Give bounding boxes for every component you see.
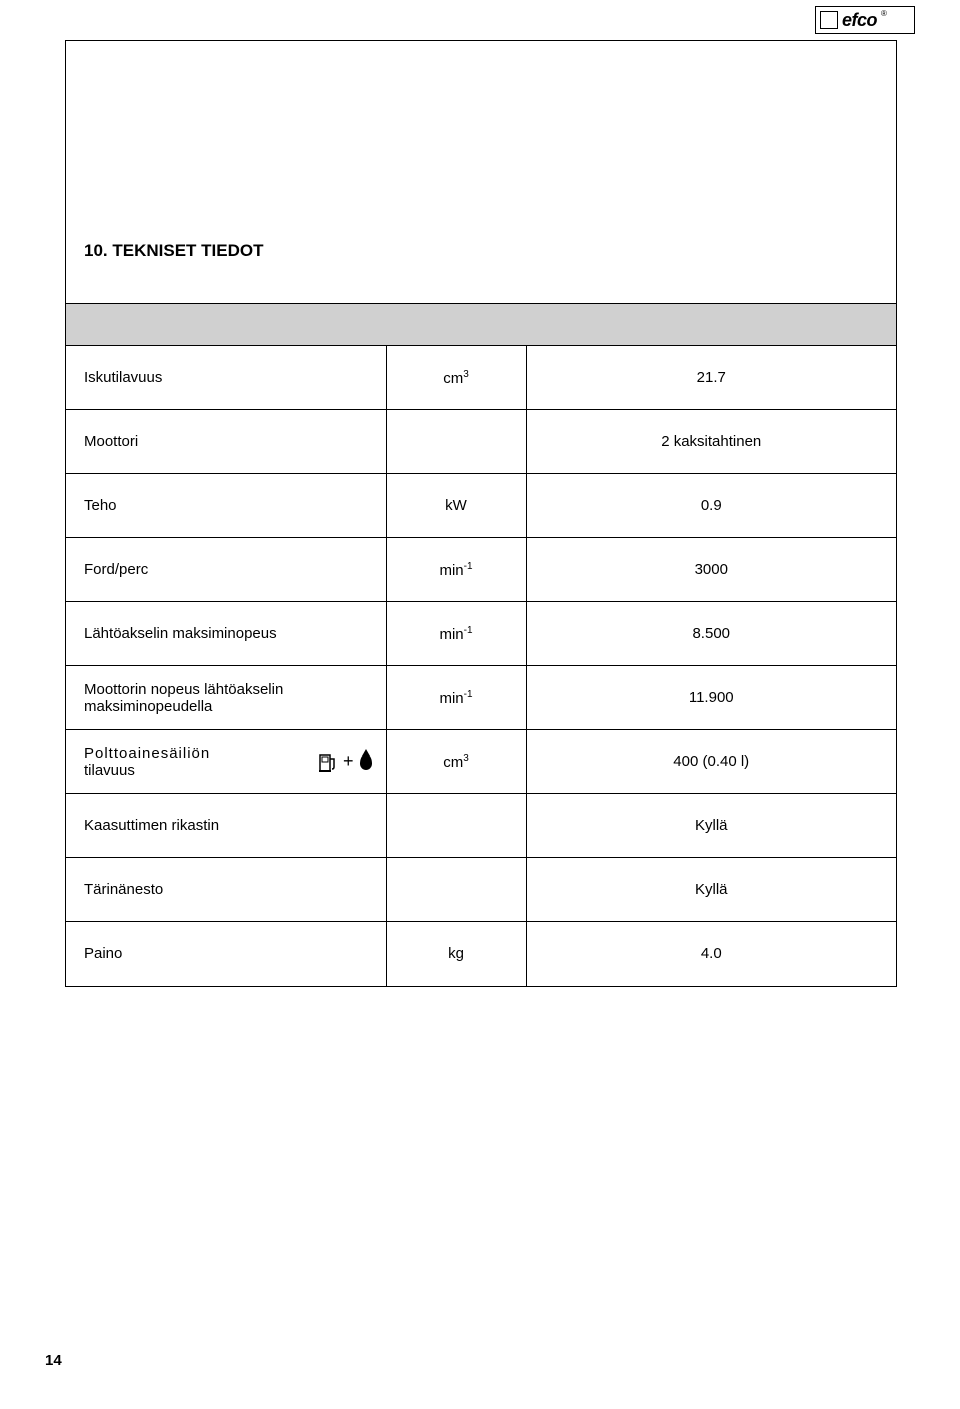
table-row: Tärinänesto Kyllä	[66, 858, 896, 922]
spec-label: Paino	[66, 922, 386, 986]
spec-unit: min-1	[386, 538, 526, 602]
specs-table: Iskutilavuus cm3 21.7 Moottori 2 kaksita…	[66, 303, 896, 986]
spec-value: Kyllä	[526, 794, 896, 858]
spec-label: Iskutilavuus	[66, 346, 386, 410]
spec-unit	[386, 794, 526, 858]
spec-unit	[386, 858, 526, 922]
table-header-spacer	[66, 304, 896, 346]
spec-value: 400 (0.40 l)	[526, 730, 896, 794]
content-frame: 10. TEKNISET TIEDOT Iskutilavuus cm3 21.…	[65, 40, 897, 987]
spec-value: Kyllä	[526, 858, 896, 922]
table-row: Ford/perc min-1 3000	[66, 538, 896, 602]
spec-value: 11.900	[526, 666, 896, 730]
spec-value: 3000	[526, 538, 896, 602]
spec-label: Ford/perc	[66, 538, 386, 602]
spec-label: Lähtöakselin maksiminopeus	[66, 602, 386, 666]
table-row: Moottori 2 kaksitahtinen	[66, 410, 896, 474]
table-row: Lähtöakselin maksiminopeus min-1 8.500	[66, 602, 896, 666]
table-row: Teho kW 0.9	[66, 474, 896, 538]
spec-unit: min-1	[386, 666, 526, 730]
brand-mark-icon	[820, 11, 838, 29]
spec-label: Moottorin nopeus lähtöakselin maksiminop…	[66, 666, 386, 730]
spec-value: 8.500	[526, 602, 896, 666]
spec-unit: kW	[386, 474, 526, 538]
table-row: Polttoainesäiliön tilavuus + cm3 400 (0.…	[66, 730, 896, 794]
spec-unit	[386, 410, 526, 474]
section-title: 10. TEKNISET TIEDOT	[66, 41, 896, 261]
brand-logo: efco ®	[815, 6, 915, 34]
table-row: Moottorin nopeus lähtöakselin maksiminop…	[66, 666, 896, 730]
plus-icon: +	[343, 751, 354, 772]
registered-mark: ®	[881, 9, 887, 18]
fuel-pump-icon	[319, 752, 337, 772]
spec-value: 0.9	[526, 474, 896, 538]
page-number: 14	[45, 1352, 62, 1369]
spec-unit: min-1	[386, 602, 526, 666]
brand-name: efco	[842, 11, 877, 29]
spec-label: Tärinänesto	[66, 858, 386, 922]
spec-value: 21.7	[526, 346, 896, 410]
spec-unit: cm3	[386, 346, 526, 410]
oil-drop-icon	[360, 754, 372, 770]
spec-label: Kaasuttimen rikastin	[66, 794, 386, 858]
table-row: Paino kg 4.0	[66, 922, 896, 986]
spec-unit: kg	[386, 922, 526, 986]
spec-label: Teho	[66, 474, 386, 538]
table-row: Iskutilavuus cm3 21.7	[66, 346, 896, 410]
spec-value: 2 kaksitahtinen	[526, 410, 896, 474]
fuel-icons: +	[319, 751, 372, 772]
spec-label: Moottori	[66, 410, 386, 474]
table-row: Kaasuttimen rikastin Kyllä	[66, 794, 896, 858]
spec-value: 4.0	[526, 922, 896, 986]
spec-unit: cm3	[386, 730, 526, 794]
spec-label-fuel: Polttoainesäiliön tilavuus +	[66, 730, 386, 794]
